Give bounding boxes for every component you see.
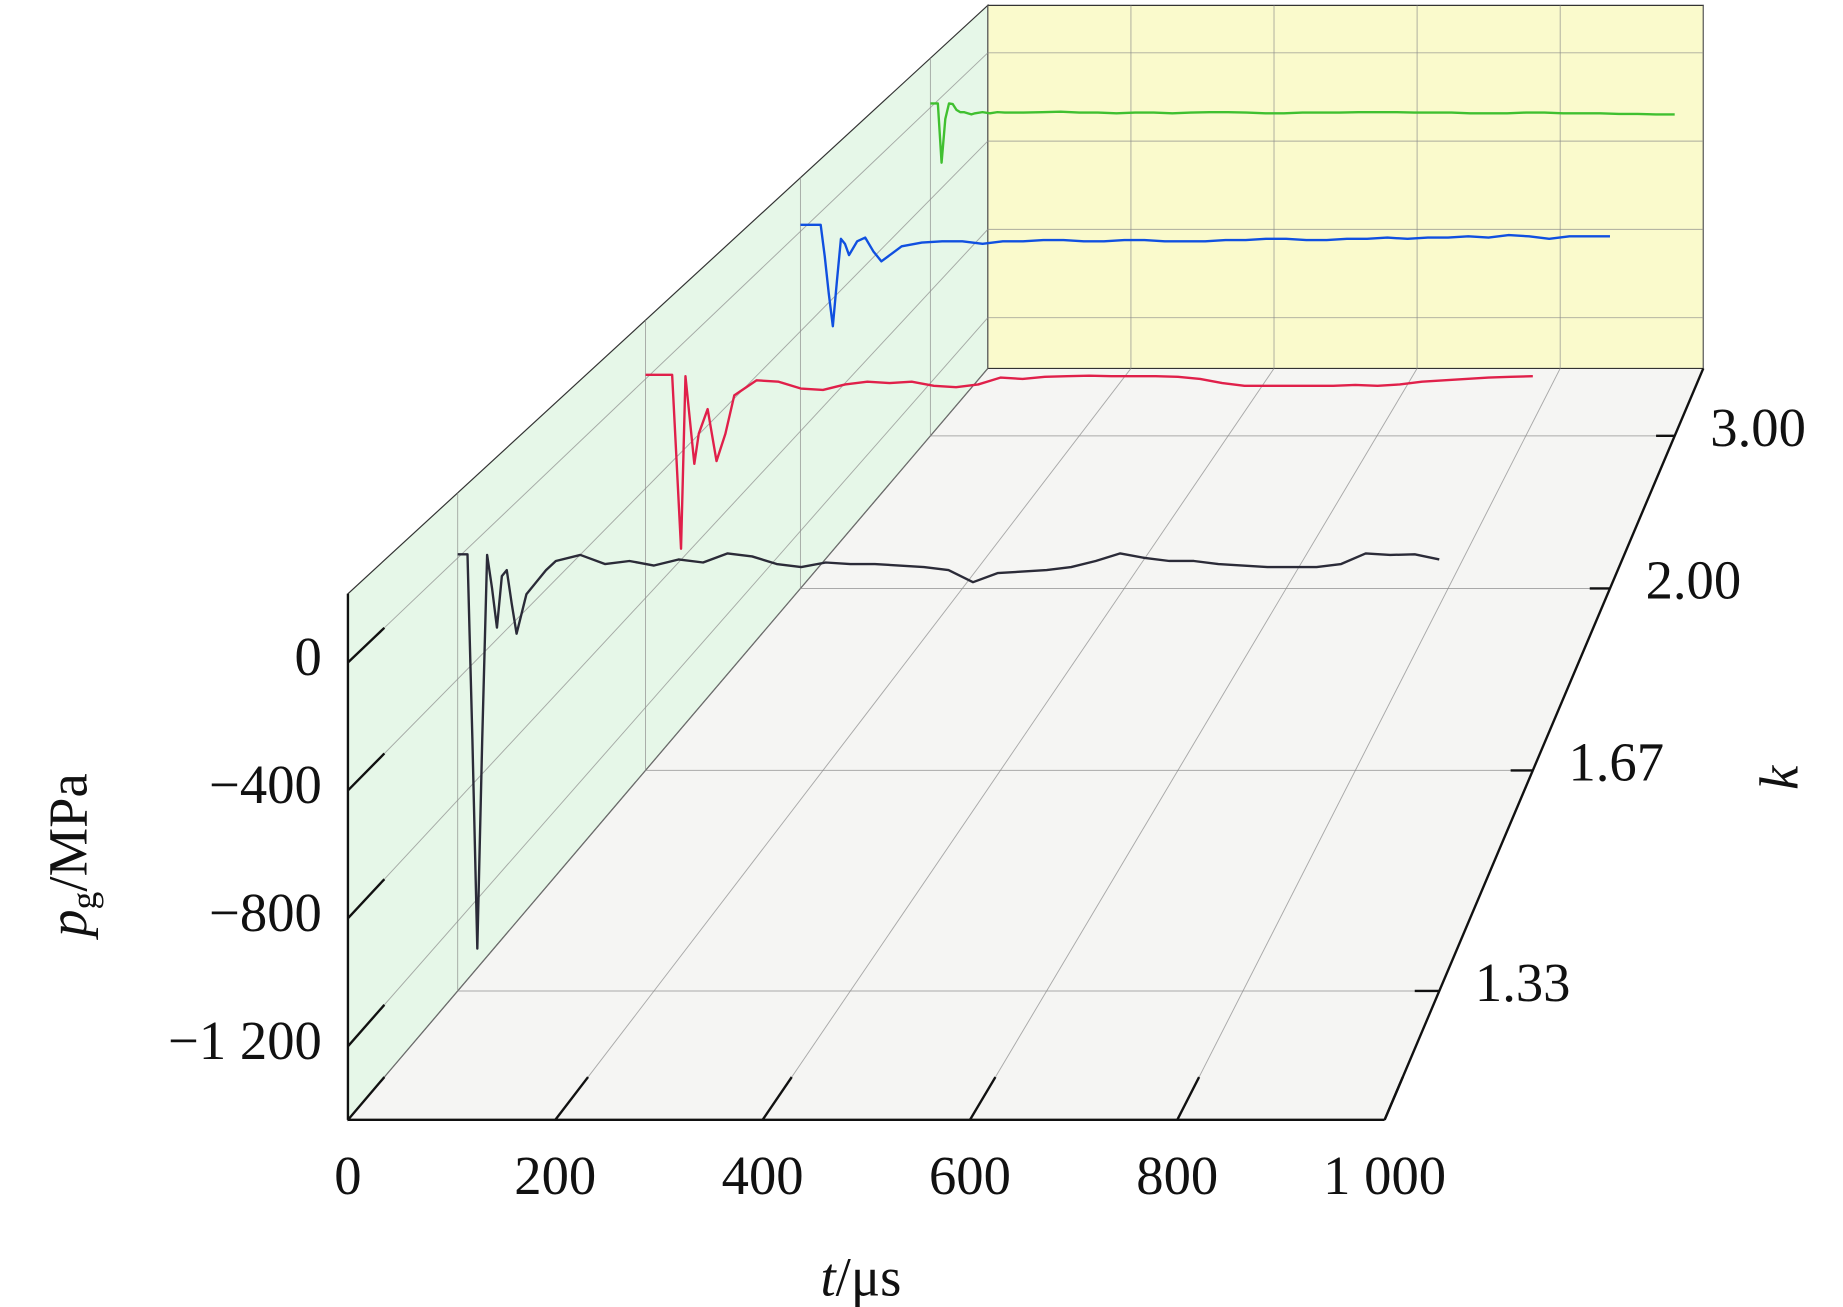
floor-grid-line	[347, 368, 989, 1121]
x-tick-label: 200	[514, 1145, 596, 1206]
x-tick	[1176, 1076, 1201, 1121]
x-tick-label: 400	[722, 1145, 804, 1206]
z-axis-line	[1383, 367, 1705, 1121]
back-wall	[987, 4, 1704, 370]
x-tick	[761, 1076, 793, 1121]
x-tick-label: 600	[929, 1145, 1011, 1206]
y-axis-symbol: p	[37, 909, 98, 940]
y-tick-label: 0	[295, 626, 322, 687]
lines	[457, 102, 1675, 950]
x-tick	[347, 1076, 386, 1121]
x-tick-label: 800	[1136, 1145, 1218, 1206]
left-grid-line	[347, 52, 989, 663]
x-tick	[554, 1076, 589, 1121]
data-line	[457, 552, 1440, 950]
left-grid-line	[347, 229, 989, 919]
x-axis-title: t/μs	[820, 1246, 901, 1307]
floor-grid-line	[762, 368, 1275, 1121]
floor-grid-line	[554, 368, 1132, 1121]
data-line	[645, 373, 1533, 550]
x-tick	[1383, 1076, 1404, 1121]
y-tick	[347, 626, 386, 664]
z-tick-label: 1.67	[1568, 732, 1664, 793]
x-axis-symbol: t	[820, 1246, 837, 1307]
floor-grid-line	[969, 368, 1418, 1121]
y-tick	[347, 752, 386, 792]
x-tick-label: 1 000	[1323, 1145, 1446, 1206]
axes: 0 200 400 600 800 1 000 −1 200 −800 −400 0 1.33 1.6…	[168, 367, 1806, 1206]
data-line	[930, 102, 1675, 164]
y-tick	[347, 878, 386, 920]
floor-grid-line	[1176, 368, 1561, 1121]
y-tick-label: −800	[209, 882, 322, 943]
left-grid-line	[347, 140, 989, 791]
z-axis-title: k	[1748, 764, 1809, 790]
y-axis-unit: /MPa	[37, 773, 98, 891]
x-tick	[968, 1076, 997, 1121]
y-tick	[347, 1004, 386, 1048]
y-tick-label: −1 200	[168, 1010, 322, 1071]
y-axis-subscript: g	[64, 891, 104, 909]
z-tick-label: 1.33	[1475, 952, 1571, 1013]
floor	[347, 368, 1704, 1120]
grid	[347, 5, 1704, 1121]
y-tick-label: −400	[209, 754, 322, 815]
z-tick-label: 2.00	[1646, 550, 1742, 611]
z-tick-label: 3.00	[1710, 397, 1806, 458]
data-line	[800, 223, 1610, 328]
y-axis-title: pg/MPa	[37, 773, 104, 940]
left-grid-line	[347, 317, 989, 1047]
x-axis-unit: /μs	[836, 1246, 902, 1307]
x-tick-label: 0	[334, 1145, 361, 1206]
